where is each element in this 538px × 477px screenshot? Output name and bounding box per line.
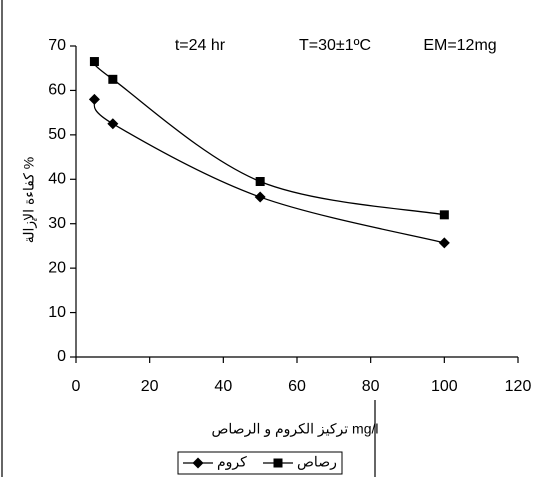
marker xyxy=(88,93,100,105)
x-tick-label: 0 xyxy=(72,378,81,395)
marker xyxy=(439,210,449,220)
y-tick-label: 0 xyxy=(57,348,66,365)
y-tick-label: 20 xyxy=(48,259,66,276)
marker xyxy=(255,177,265,187)
x-tick-label: 100 xyxy=(431,378,458,395)
y-tick-label: 50 xyxy=(48,126,66,143)
x-tick-label: 120 xyxy=(505,378,532,395)
y-tick-label: 70 xyxy=(48,37,66,54)
annotation: EM=12mg xyxy=(423,37,496,54)
y-tick-label: 60 xyxy=(48,82,66,99)
legend-marker xyxy=(273,458,283,468)
legend-box xyxy=(177,451,343,475)
legend-label: كروم xyxy=(217,454,247,471)
annotation: T=30±1ºC xyxy=(299,37,371,54)
x-tick-label: 20 xyxy=(141,378,159,395)
annotation: t=24 hr xyxy=(175,37,226,54)
legend-label: رصاص xyxy=(297,454,337,471)
x-tick-label: 80 xyxy=(362,378,380,395)
marker xyxy=(438,237,450,249)
marker xyxy=(107,118,119,130)
marker xyxy=(108,74,118,84)
y-tick-label: 30 xyxy=(48,215,66,232)
marker xyxy=(254,191,266,203)
x-axis-label: تركيز الكروم و الرصاص mg/l xyxy=(211,421,378,438)
x-tick-label: 40 xyxy=(214,378,232,395)
marker xyxy=(89,57,99,67)
x-tick-label: 60 xyxy=(288,378,306,395)
y-axis-label: كفاءة الإزالة % xyxy=(21,157,38,243)
legend-marker xyxy=(192,457,204,469)
series-line xyxy=(93,98,445,244)
y-tick-label: 40 xyxy=(48,171,66,188)
series-line xyxy=(93,61,445,216)
y-tick-label: 10 xyxy=(48,304,66,321)
